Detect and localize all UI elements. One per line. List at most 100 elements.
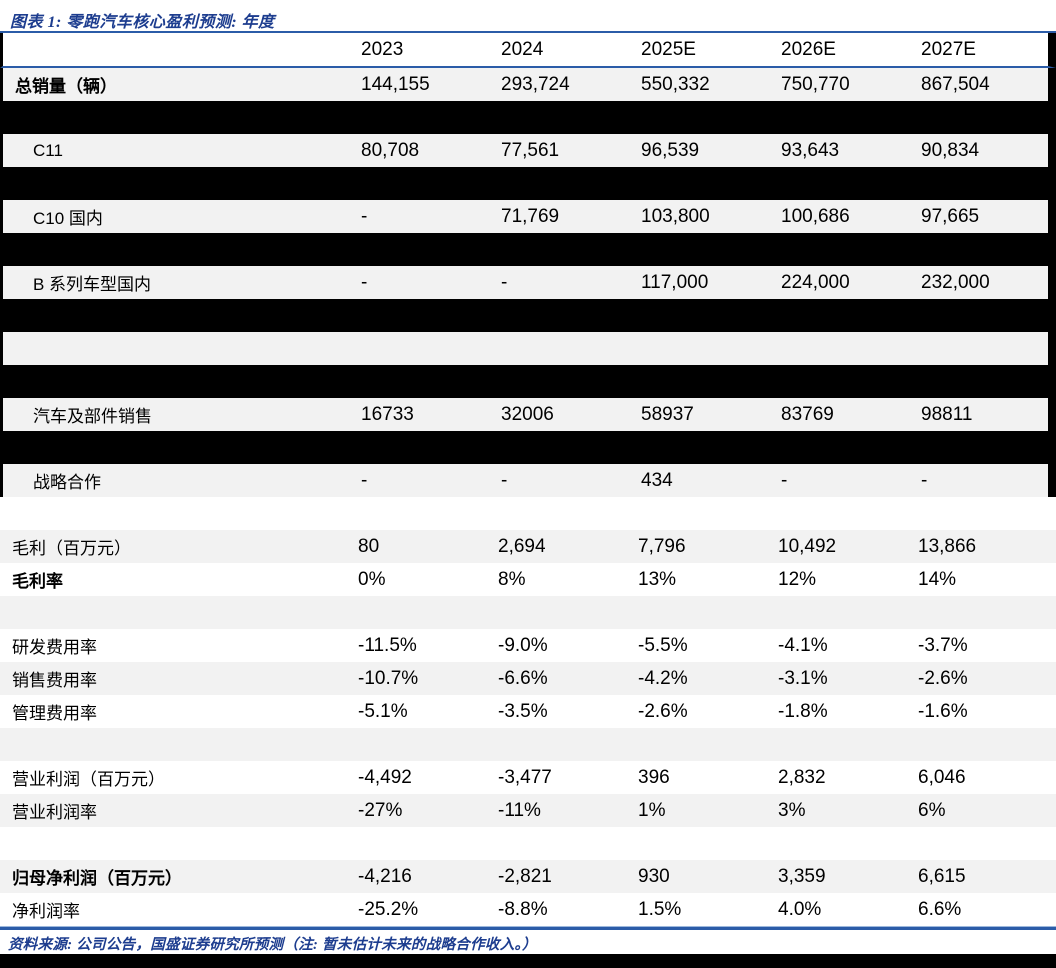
column-header-2025e: 2025E [641,38,696,60]
table-header-row: 2023 2024 2025E 2026E 2027E [0,33,1056,68]
cell-value: 224,000 [781,271,850,293]
cell-value: -25.2% [358,898,419,920]
row-label: C10 国内 [33,209,103,228]
cell-value: -3,477 [498,766,552,788]
row-label: 战略合作 [33,473,101,492]
row-label: 销售费用率 [12,671,97,690]
cell-value: -2.6% [638,700,688,722]
row-label: 汽车及部件销售 [33,407,152,426]
redacted-row [0,365,1056,398]
table-row: 归母净利润（百万元） -4,216 -2,821 930 3,359 6,615 [0,860,1056,893]
table-row: 战略合作 - - 434 - - [0,464,1056,497]
cell-value: 6% [918,799,946,821]
cell-value: -9.0% [498,634,548,656]
cell-value: - [781,469,788,491]
row-label: 净利润率 [12,902,80,921]
table-row: 销售费用率 -10.7% -6.6% -4.2% -3.1% -2.6% [0,662,1056,695]
redacted-row [0,431,1056,464]
cell-value: 550,332 [641,73,710,95]
table-row [0,596,1056,629]
table-row: 总销量（辆） 144,155 293,724 550,332 750,770 867,50… [0,68,1056,101]
cell-value: 10,492 [778,535,837,557]
row-label: 归母净利润（百万元） [12,869,182,888]
figure-title-area: 图表 1: 零跑汽车核心盈利预测: 年度 [0,0,1056,31]
cell-value: 4.0% [778,898,822,920]
cell-value: -3.7% [918,634,968,656]
cell-value: -11% [498,799,541,821]
table-row [0,332,1056,365]
cell-value: -8.8% [498,898,548,920]
cell-value: - [361,205,368,227]
cell-value: 13% [638,568,677,590]
table-row: C11 80,708 77,561 96,539 93,643 90,834 [0,134,1056,167]
cell-value: 3% [778,799,806,821]
cell-value: 80,708 [361,139,420,161]
column-header-2023: 2023 [361,38,404,60]
row-label: 毛利（百万元） [12,539,131,558]
redacted-row [0,101,1056,134]
row-label: 总销量（辆） [15,77,117,96]
table-row: 营业利润率 -27% -11% 1% 3% 6% [0,794,1056,827]
cell-value: 1.5% [638,898,682,920]
redaction-bottom-bar [0,954,1056,968]
redacted-row [0,299,1056,332]
cell-value: 867,504 [921,73,990,95]
cell-value: -4,216 [358,865,412,887]
cell-value: - [501,469,508,491]
cell-value: 6.6% [918,898,962,920]
table-row: B 系列车型国内 - - 117,000 224,000 232,000 [0,266,1056,299]
cell-value: -27% [358,799,403,821]
cell-value: -3.1% [778,667,828,689]
cell-value: -4.1% [778,634,828,656]
row-label: C11 [33,140,63,160]
cell-value: 8% [498,568,526,590]
cell-value: -5.1% [358,700,408,722]
cell-value: - [361,469,368,491]
cell-value: 750,770 [781,73,850,95]
cell-value: 1% [638,799,666,821]
cell-value: -1.8% [778,700,828,722]
cell-value: -5.5% [638,634,688,656]
cell-value: - [501,271,508,293]
cell-value: 12% [778,568,817,590]
redacted-row [0,233,1056,266]
cell-value: 396 [638,766,670,788]
table-row: 毛利率 0% 8% 13% 12% 14% [0,563,1056,596]
column-header-2027e: 2027E [921,38,976,60]
cell-value: -10.7% [358,667,419,689]
figure-title: 图表 1: 零跑汽车核心盈利预测: 年度 [10,14,275,31]
cell-value: 7,796 [638,535,686,557]
row-label: 研发费用率 [12,638,97,657]
table-row [0,827,1056,860]
row-label: 营业利润率 [12,803,97,822]
redacted-row [0,167,1056,200]
cell-value: 93,643 [781,139,840,161]
column-header-2026e: 2026E [781,38,836,60]
cell-value: 232,000 [921,271,990,293]
cell-value: 90,834 [921,139,980,161]
cell-value: 58937 [641,403,694,425]
cell-value: - [921,469,928,491]
table-row: 管理费用率 -5.1% -3.5% -2.6% -1.8% -1.6% [0,695,1056,728]
cell-value: 16733 [361,403,414,425]
cell-value: -6.6% [498,667,548,689]
cell-value: 117,000 [641,271,709,293]
cell-value: -1.6% [918,700,968,722]
row-label: 管理费用率 [12,704,97,723]
cell-value: 144,155 [361,73,430,95]
source-note: 资料来源: 公司公告，国盛证券研究所预测（注: 暂未估计未来的战略合作收入。） [8,937,537,953]
cell-value: 97,665 [921,205,980,227]
table-top-rule [0,31,1056,33]
cell-value: 103,800 [641,205,710,227]
cell-value: -2.6% [918,667,968,689]
cell-value: 2,694 [498,535,546,557]
cell-value: - [361,271,368,293]
row-label: B 系列车型国内 [33,275,152,294]
cell-value: 100,686 [781,205,850,227]
table-row: 汽车及部件销售 16733 32006 58937 83769 98811 [0,398,1056,431]
table-row: 营业利润（百万元） -4,492 -3,477 396 2,832 6,046 [0,761,1056,794]
cell-value: 930 [638,865,670,887]
table-bottom-rule [0,926,1056,930]
cell-value: 80 [358,535,380,557]
